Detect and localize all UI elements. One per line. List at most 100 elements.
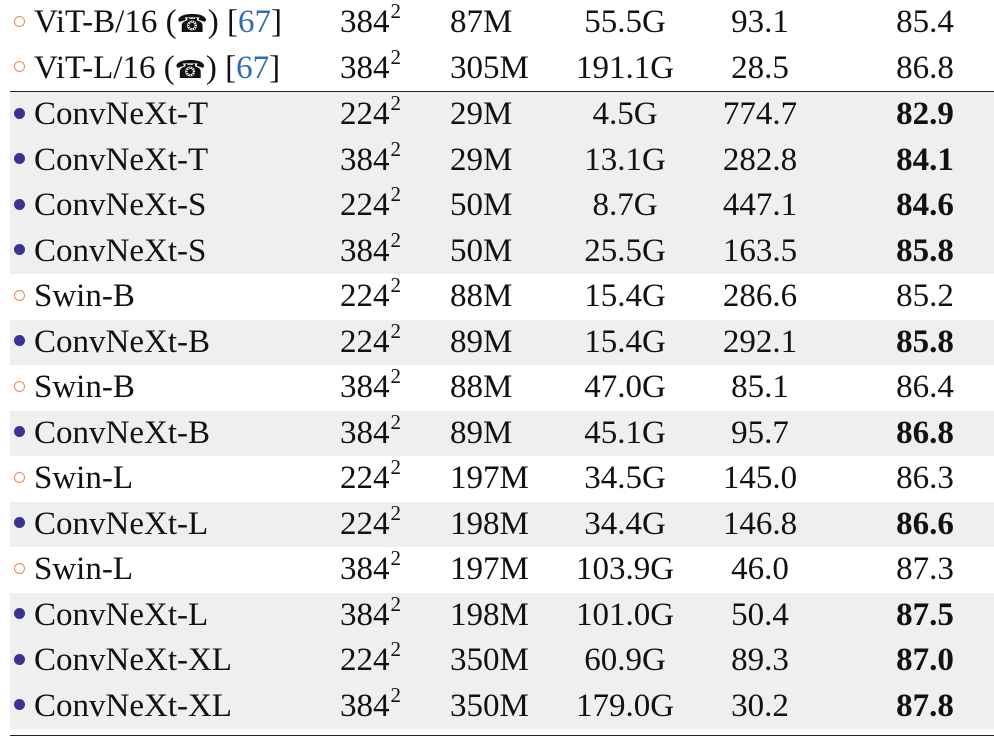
model-name: ConvNeXt-S: [34, 232, 207, 269]
throughput-cell: 50.4: [731, 596, 789, 633]
model-name: ConvNeXt-B: [34, 323, 210, 360]
table-row: Swin-L 2242 197M 34.5G 145.0 86.3: [10, 455, 994, 505]
params-cell: 197M: [450, 551, 529, 587]
table-row: ConvNeXt-S 3842 50M 25.5G 163.5 85.8: [10, 228, 994, 275]
resolution-exponent: 2: [390, 455, 402, 479]
throughput-cell: 85.1: [731, 369, 789, 405]
accuracy-cell: 85.2: [896, 278, 954, 314]
filled-circle-marker: [14, 426, 25, 438]
accuracy-cell: 86.8: [896, 49, 954, 86]
filled-circle-marker: [14, 517, 25, 529]
params-cell: 88M: [450, 278, 513, 314]
resolution-cell: 3842: [340, 136, 402, 187]
model-cell: ConvNeXt-S: [14, 229, 206, 275]
resolution-value: 384: [340, 232, 390, 269]
params-cell: 197M: [450, 460, 529, 496]
throughput-cell: 95.7: [731, 414, 789, 451]
model-name: ConvNeXt-L: [34, 596, 209, 633]
resolution-value: 384: [340, 596, 390, 633]
resolution-exponent: 2: [390, 91, 402, 115]
table-row: ConvNeXt-B 2242 89M 15.4G 292.1 85.8: [10, 319, 994, 365]
resolution-value: 384: [340, 551, 390, 587]
resolution-exponent: 2: [390, 44, 402, 69]
citation-number: 67: [236, 49, 270, 86]
resolution-cell: 2242: [340, 455, 402, 505]
table-row: ConvNeXt-XL 3842 350M 179.0G 30.2 87.8: [10, 683, 994, 730]
model-cell: ConvNeXt-XL: [14, 684, 232, 730]
accuracy-cell: 84.6: [896, 187, 954, 223]
throughput-cell: 28.5: [731, 49, 789, 86]
model-name: Swin-L: [34, 460, 133, 496]
resolution-cell: 3842: [340, 410, 401, 460]
resolution-value: 384: [340, 49, 390, 86]
table-bottom-rule: [10, 735, 994, 736]
model-cell: ConvNeXt-B: [14, 411, 210, 457]
throughput-cell: 163.5: [722, 232, 798, 269]
flops-cell: 179.0G: [575, 687, 675, 724]
resolution-exponent: 2: [390, 273, 402, 297]
filled-circle-marker: [14, 153, 25, 165]
accuracy-cell: 86.8: [896, 414, 954, 451]
model-name: ConvNeXt-T: [34, 141, 209, 178]
flops-cell: 34.5G: [584, 460, 666, 496]
flops-cell: 60.9G: [584, 642, 666, 678]
params-cell: 29M: [450, 141, 513, 178]
model-cell: ConvNeXt-T: [14, 138, 208, 184]
resolution-cell: 3842: [340, 0, 401, 49]
accuracy-cell: 85.4: [896, 4, 954, 40]
params-cell: 305M: [450, 49, 529, 86]
model-name: ConvNeXt-T: [34, 96, 209, 132]
flops-cell: 13.1G: [584, 141, 666, 178]
params-cell: 198M: [450, 505, 529, 542]
table-row: ViT-L/16 (☎) [67] 3842 305M 191.1G 28.5 86.8: [10, 44, 994, 92]
citation-open: [: [218, 4, 238, 40]
citation-number: 67: [237, 4, 271, 40]
resolution-exponent: 2: [390, 500, 402, 525]
flops-cell: 47.0G: [584, 369, 666, 405]
accuracy-cell: 82.9: [896, 96, 954, 132]
resolution-cell: 2242: [340, 273, 402, 323]
model-name: ConvNeXt-XL: [34, 642, 232, 678]
model-name: Swin-B: [34, 278, 135, 314]
resolution-exponent: 2: [390, 591, 402, 616]
filled-circle-marker: [14, 244, 25, 256]
table-row: Swin-B 2242 88M 15.4G 286.6 85.2: [10, 273, 994, 323]
resolution-cell: 2242: [340, 500, 402, 551]
resolution-exponent: 2: [390, 136, 402, 161]
throughput-cell: 146.8: [722, 505, 798, 542]
resolution-cell: 3842: [340, 364, 401, 414]
filled-circle-marker: [14, 699, 25, 711]
accuracy-cell: 87.5: [896, 596, 954, 633]
accuracy-cell: 87.3: [896, 551, 954, 587]
table-row: ConvNeXt-B 3842 89M 45.1G 95.7 86.8: [10, 410, 994, 460]
model-cell: ConvNeXt-T: [14, 92, 208, 138]
params-cell: 50M: [450, 187, 513, 223]
accuracy-cell: 86.4: [896, 369, 954, 405]
params-cell: 89M: [450, 414, 513, 451]
open-circle-marker: [14, 15, 25, 27]
citation-close: ]: [270, 4, 282, 40]
table-row: ConvNeXt-S 2242 50M 8.7G 447.1 84.6: [10, 182, 994, 229]
citation-close: ]: [269, 49, 281, 86]
open-circle-marker: [14, 380, 25, 392]
model-cell: Swin-B: [14, 365, 135, 411]
filled-circle-marker: [14, 198, 25, 210]
model-cell: Swin-L: [14, 456, 133, 502]
resolution-exponent: 2: [390, 637, 402, 661]
resolution-value: 224: [340, 460, 390, 496]
throughput-cell: 93.1: [731, 4, 789, 40]
resolution-cell: 2242: [340, 637, 402, 687]
table-row: Swin-B 3842 88M 47.0G 85.1 86.4: [10, 364, 994, 414]
filled-circle-marker: [14, 107, 25, 119]
flops-cell: 191.1G: [575, 49, 675, 86]
accuracy-cell: 87.8: [896, 687, 954, 724]
params-cell: 89M: [450, 323, 513, 360]
phone-icon: ☎: [176, 9, 208, 38]
resolution-cell: 2242: [340, 91, 402, 141]
params-cell: 88M: [450, 369, 513, 405]
params-cell: 87M: [450, 4, 513, 40]
flops-cell: 45.1G: [584, 414, 666, 451]
model-name-suffix: ): [205, 49, 217, 86]
filled-circle-marker: [14, 608, 25, 620]
flops-cell: 15.4G: [584, 278, 666, 314]
